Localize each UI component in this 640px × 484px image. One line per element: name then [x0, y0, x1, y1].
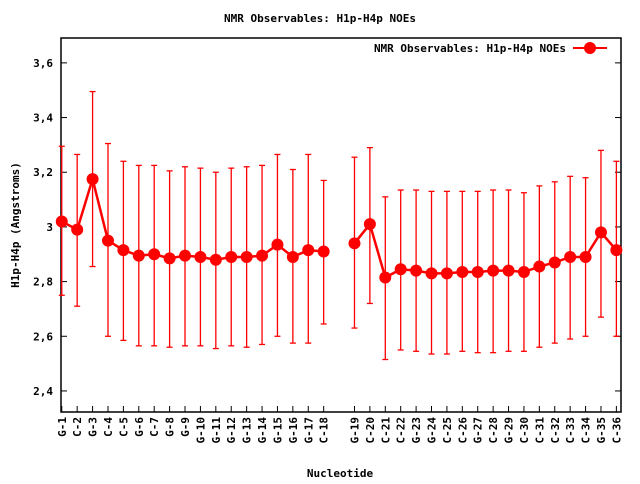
x-tick-label: G-10	[194, 417, 207, 444]
x-tick-label: G-11	[210, 417, 223, 444]
y-axis-label: H1p-H4p (Angstroms)	[9, 162, 22, 288]
x-tick-label: G-35	[595, 417, 608, 444]
data-point	[286, 250, 299, 263]
x-tick-label: G-19	[348, 417, 361, 444]
x-tick-label: G-1	[56, 417, 69, 437]
data-point	[117, 244, 130, 257]
x-tick-label: G-8	[164, 417, 177, 437]
x-tick-label: C-20	[364, 417, 377, 444]
data-point	[564, 250, 577, 263]
data-point	[317, 245, 330, 258]
data-point	[86, 173, 99, 186]
data-point	[240, 250, 253, 263]
x-tick-label: C-18	[318, 417, 331, 444]
x-tick-label: G-14	[256, 417, 269, 444]
data-point	[302, 244, 315, 257]
x-tick-label: G-16	[287, 417, 300, 444]
data-point	[363, 218, 376, 231]
x-tick-label: G-17	[302, 417, 315, 444]
x-tick-label: C-22	[395, 417, 408, 444]
data-point	[163, 252, 176, 265]
data-point	[471, 266, 484, 279]
y-tick-label: 2,6	[33, 330, 53, 343]
x-tick-label: G-23	[410, 417, 423, 444]
x-tick-label: C-5	[117, 417, 130, 437]
x-tick-label: C-2	[71, 417, 84, 437]
data-point	[487, 264, 500, 277]
y-tick-label: 2,4	[33, 385, 53, 398]
x-tick-label: G-3	[87, 417, 100, 437]
x-tick-label: G-6	[133, 417, 146, 437]
data-point	[179, 249, 192, 262]
data-point	[348, 237, 361, 250]
data-point	[610, 244, 623, 257]
data-point	[71, 223, 84, 236]
plot-frame	[60, 37, 622, 413]
legend-label: NMR Observables: H1p-H4p NOEs	[374, 42, 566, 55]
data-point	[579, 250, 592, 263]
x-tick-label: C-28	[487, 417, 500, 444]
data-point	[548, 256, 561, 269]
data-point	[533, 260, 546, 273]
data-point	[209, 253, 222, 266]
data-point	[502, 264, 515, 277]
x-tick-label: G-29	[503, 417, 516, 444]
x-tick-label: C-21	[379, 417, 392, 444]
x-tick-label: C-7	[148, 417, 161, 437]
x-tick-label: C-34	[580, 417, 593, 444]
data-point	[55, 215, 68, 228]
data-point	[101, 234, 114, 247]
x-tick-label: G-15	[271, 417, 284, 444]
x-tick-label: G-24	[426, 417, 439, 444]
data-point	[148, 248, 161, 261]
data-point	[517, 266, 530, 279]
data-point	[594, 226, 607, 239]
x-tick-label: C-32	[549, 417, 562, 444]
data-point	[132, 249, 145, 262]
data-point	[394, 263, 407, 276]
x-tick-label: G-9	[179, 417, 192, 437]
chart-title: NMR Observables: H1p-H4p NOEs	[224, 12, 416, 25]
x-tick-label: C-30	[518, 417, 531, 444]
x-tick-label: C-31	[533, 417, 546, 444]
x-tick-label: C-26	[456, 417, 469, 444]
x-tick-label: C-4	[102, 417, 115, 437]
data-point	[410, 264, 423, 277]
x-tick-label: G-27	[472, 417, 485, 444]
y-tick-label: 3,2	[33, 166, 53, 179]
data-point	[271, 238, 284, 251]
y-tick-label: 3,6	[33, 57, 53, 70]
series-line	[353, 221, 618, 280]
y-tick-label: 3,4	[33, 112, 53, 125]
x-tick-label: G-13	[241, 417, 254, 444]
data-point	[456, 266, 469, 279]
data-point	[379, 271, 392, 284]
y-tick-label: 2,8	[33, 276, 53, 289]
data-point	[256, 249, 269, 262]
data-point	[440, 267, 453, 280]
legend: NMR Observables: H1p-H4p NOEs	[374, 42, 607, 55]
x-axis-label: Nucleotide	[307, 467, 374, 480]
x-tick-label: C-36	[610, 417, 623, 444]
y-tick-label: 3	[46, 221, 53, 234]
legend-marker	[584, 42, 596, 54]
x-tick-label: C-25	[441, 417, 454, 444]
data-point	[425, 267, 438, 280]
data-point	[225, 250, 238, 263]
x-tick-label: G-12	[225, 417, 238, 444]
x-tick-label: C-33	[564, 417, 577, 444]
data-point	[194, 250, 207, 263]
series-line	[61, 174, 324, 261]
